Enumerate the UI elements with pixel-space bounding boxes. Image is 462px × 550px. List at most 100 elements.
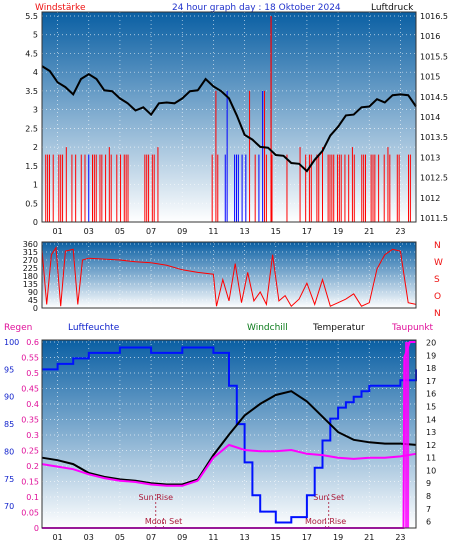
x-tick-label: 17 xyxy=(302,533,312,542)
y-tick-temperature: 9 xyxy=(426,479,431,488)
y-tick-pressure: 1011.5 xyxy=(420,214,448,223)
label-windchill: Windchill xyxy=(247,323,288,333)
label-temperature: Temperatur xyxy=(312,323,365,333)
x-tick-label: 19 xyxy=(333,533,343,542)
y-tick-temperature: 8 xyxy=(426,492,431,501)
y-tick-wind: 1.5 xyxy=(25,162,38,171)
x-tick-label: 13 xyxy=(239,533,249,542)
compass-label: O xyxy=(434,292,441,302)
panel-wind-direction xyxy=(42,242,416,308)
y-tick-direction: 90 xyxy=(28,288,38,297)
x-tick-label: 01 xyxy=(52,533,62,542)
y-tick-direction: 135 xyxy=(23,280,38,289)
y-tick-rain: 0.2 xyxy=(26,462,39,471)
y-tick-rain: 0.15 xyxy=(21,478,39,487)
y-tick-rain: 0.45 xyxy=(21,385,39,394)
y-tick-rain: 0.6 xyxy=(26,338,39,347)
y-tick-direction: 180 xyxy=(23,272,38,281)
x-tick-label: 03 xyxy=(84,533,94,542)
x-tick-label: 05 xyxy=(115,533,125,542)
y-tick-wind: 1 xyxy=(33,181,38,190)
y-tick-direction: 315 xyxy=(23,248,38,257)
event-label: Sun Rise xyxy=(138,493,173,502)
event-label: Moon Set xyxy=(145,517,182,526)
y-tick-direction: 0 xyxy=(33,304,38,313)
pressure-line xyxy=(41,65,417,173)
x-tick-label: 11 xyxy=(208,533,218,542)
y-tick-wind: 4.5 xyxy=(25,49,38,58)
y-tick-direction: 270 xyxy=(23,256,38,265)
y-tick-wind: 4 xyxy=(33,68,38,77)
compass-label: S xyxy=(434,275,440,285)
y-tick-humidity: 100 xyxy=(4,338,19,347)
y-tick-humidity: 90 xyxy=(4,393,14,402)
compass-label: N xyxy=(434,309,441,319)
x-tick-label: 23 xyxy=(395,227,405,236)
y-tick-wind: 5 xyxy=(33,31,38,40)
x-tick-label: 05 xyxy=(115,227,125,236)
dewpoint-line xyxy=(41,443,417,487)
header-left: Windstärke xyxy=(35,3,86,13)
y-tick-rain: 0.1 xyxy=(26,493,39,502)
y-tick-wind: 0 xyxy=(33,218,38,227)
y-tick-humidity: 95 xyxy=(4,365,14,374)
event-label: Moon Rise xyxy=(305,517,346,526)
y-tick-humidity: 80 xyxy=(4,447,14,456)
x-tick-label: 13 xyxy=(239,227,249,236)
x-tick-label: 01 xyxy=(52,227,62,236)
y-tick-pressure: 1013 xyxy=(420,153,440,162)
y-tick-temperature: 20 xyxy=(426,339,436,348)
y-tick-rain: 0.35 xyxy=(21,416,39,425)
x-tick-label: 09 xyxy=(177,227,187,236)
y-tick-wind: 3.5 xyxy=(25,87,38,96)
rain-bar xyxy=(405,342,410,528)
compass-label: N xyxy=(434,241,441,251)
wind-direction-line xyxy=(41,246,417,307)
y-tick-humidity: 75 xyxy=(4,475,14,484)
y-tick-rain: 0.55 xyxy=(21,354,39,363)
y-tick-direction: 225 xyxy=(23,264,38,273)
y-tick-temperature: 14 xyxy=(426,415,436,424)
y-tick-pressure: 1013.5 xyxy=(420,133,448,142)
y-tick-pressure: 1014 xyxy=(420,113,440,122)
panel-temperature-humidity-border xyxy=(41,339,417,529)
y-tick-humidity: 70 xyxy=(4,502,14,511)
y-tick-pressure: 1014.5 xyxy=(420,93,448,102)
y-tick-temperature: 13 xyxy=(426,428,436,437)
y-tick-pressure: 1012.5 xyxy=(420,174,448,183)
panel-wind-pressure-border xyxy=(41,11,417,223)
x-tick-label: 17 xyxy=(302,227,312,236)
panel-wind-direction-border xyxy=(41,241,417,309)
y-tick-wind: 0.5 xyxy=(25,199,38,208)
compass-label: W xyxy=(434,258,443,268)
y-tick-rain: 0.05 xyxy=(21,509,39,518)
y-tick-temperature: 15 xyxy=(426,403,436,412)
y-tick-pressure: 1016.5 xyxy=(420,12,448,21)
x-tick-label: 23 xyxy=(395,533,405,542)
y-tick-wind: 3 xyxy=(33,106,38,115)
x-tick-label: 15 xyxy=(271,533,281,542)
y-tick-direction: 360 xyxy=(23,240,38,249)
x-tick-label: 21 xyxy=(364,533,374,542)
x-tick-label: 15 xyxy=(271,227,281,236)
x-tick-label: 11 xyxy=(208,227,218,236)
y-tick-rain: 0.3 xyxy=(26,431,39,440)
y-tick-pressure: 1015 xyxy=(420,73,440,82)
y-tick-temperature: 16 xyxy=(426,390,436,399)
header-right: Luftdruck xyxy=(371,3,414,13)
y-tick-wind: 2 xyxy=(33,143,38,152)
y-tick-pressure: 1016 xyxy=(420,32,440,41)
x-tick-label: 07 xyxy=(146,227,156,236)
label-dewpoint: Taupunkt xyxy=(391,323,434,333)
panel-wind-pressure xyxy=(42,12,416,222)
temperature-line xyxy=(41,390,417,486)
header-center: 24 hour graph day : 18 Oktober 2024 xyxy=(172,3,341,13)
y-tick-pressure: 1012 xyxy=(420,194,440,203)
y-tick-wind: 2.5 xyxy=(25,124,38,133)
y-tick-temperature: 11 xyxy=(426,454,436,463)
y-tick-temperature: 19 xyxy=(426,351,436,360)
y-tick-temperature: 6 xyxy=(426,518,431,527)
y-tick-wind: 5.5 xyxy=(25,12,38,21)
y-tick-pressure: 1015.5 xyxy=(420,52,448,61)
y-tick-rain: 0 xyxy=(34,524,39,533)
